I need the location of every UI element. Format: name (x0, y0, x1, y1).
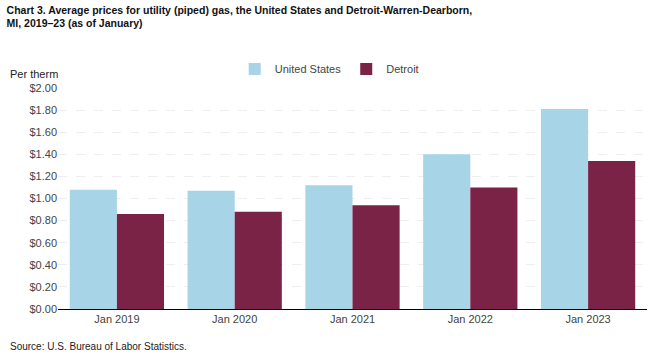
svg-text:Jan 2021: Jan 2021 (330, 313, 375, 325)
svg-text:Detroit: Detroit (386, 63, 418, 75)
svg-text:$0.00: $0.00 (29, 303, 57, 315)
svg-text:$0.20: $0.20 (29, 281, 57, 293)
svg-text:Chart 3. Average prices for ut: Chart 3. Average prices for utility (pip… (7, 4, 473, 30)
svg-text:$0.80: $0.80 (29, 214, 57, 226)
svg-text:$1.20: $1.20 (29, 170, 57, 182)
svg-text:Per therm: Per therm (10, 68, 58, 80)
svg-text:$1.00: $1.00 (29, 192, 57, 204)
svg-text:$1.40: $1.40 (29, 148, 57, 160)
svg-text:Jan 2022: Jan 2022 (448, 313, 493, 325)
svg-text:$1.80: $1.80 (29, 104, 57, 116)
svg-text:$0.60: $0.60 (29, 237, 57, 249)
svg-text:$2.00: $2.00 (29, 82, 57, 94)
svg-text:$1.60: $1.60 (29, 126, 57, 138)
svg-text:$0.40: $0.40 (29, 259, 57, 271)
svg-text:United States: United States (275, 63, 342, 75)
svg-text:Source: U.S. Bureau of Labor S: Source: U.S. Bureau of Labor Statistics. (10, 341, 187, 352)
svg-text:Jan 2020: Jan 2020 (212, 313, 257, 325)
svg-text:Jan 2023: Jan 2023 (565, 313, 610, 325)
svg-text:Jan 2019: Jan 2019 (94, 313, 139, 325)
